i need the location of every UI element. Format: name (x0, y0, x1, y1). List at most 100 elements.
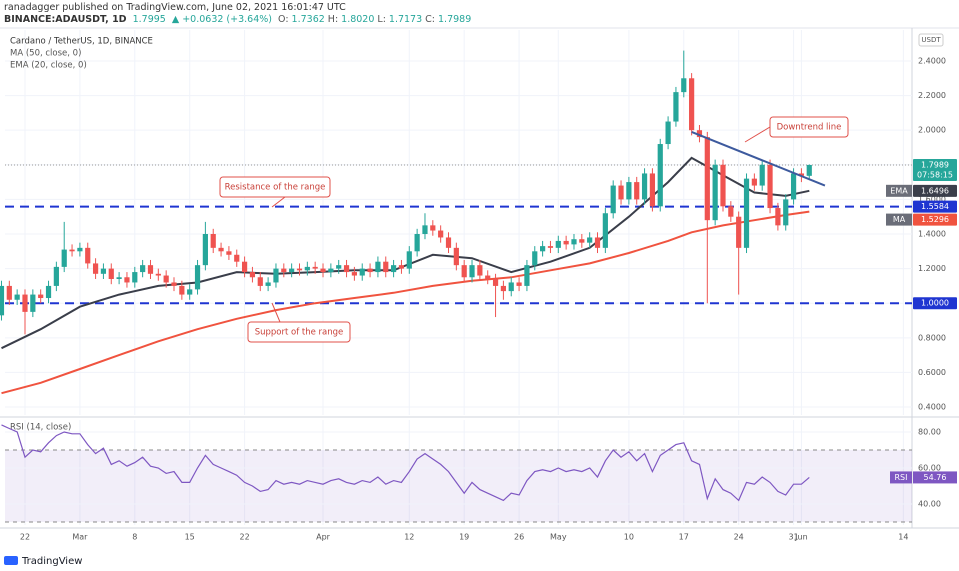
stat-value: 1.7362 (291, 14, 325, 25)
stat-value: 1.7989 (438, 14, 472, 25)
price-tag (913, 213, 957, 226)
price-tag (913, 184, 957, 197)
candle-body (500, 285, 506, 292)
x-tick-label: 15 (185, 533, 195, 542)
candle-body (492, 278, 499, 286)
candle-body (649, 173, 656, 207)
tag-prefix-bg (890, 471, 912, 484)
y-tick-label: 60.00 (918, 464, 941, 473)
candle-body (249, 272, 256, 278)
candle-body (155, 273, 161, 276)
candle-body (92, 263, 99, 274)
candle-body (673, 92, 679, 122)
candle-body (85, 247, 91, 264)
logo: TradingView (4, 556, 82, 567)
price-tag-label: 54.76 (924, 473, 947, 482)
candle-body (22, 294, 28, 312)
y-tick-label: 2.4000 (918, 56, 946, 65)
candle-body (257, 277, 263, 286)
candle-body (147, 265, 154, 274)
candle-body (641, 173, 648, 200)
candle-body (532, 251, 538, 266)
y-tick-label: 0.8000 (918, 333, 946, 342)
annotation: Downtrend line (777, 123, 842, 133)
candle-body (540, 246, 546, 252)
candle-body (281, 268, 287, 273)
x-tick-label: 26 (514, 533, 524, 542)
candle-body (798, 173, 805, 176)
tag-prefix: RSI (895, 473, 908, 482)
legend-entry: EMA (20, close, 0) (10, 61, 87, 71)
candle-body (422, 225, 428, 235)
price-tag (913, 158, 957, 181)
candle-body (132, 272, 138, 283)
price-tag (913, 471, 957, 484)
x-tick-label: 31 (788, 533, 798, 542)
y-tick-label: 1.4000 (918, 230, 946, 239)
y-tick-label: 2.2000 (918, 91, 946, 100)
candle-body (720, 164, 726, 207)
candle-body (6, 285, 12, 300)
candle-body (594, 237, 601, 248)
candle-body (108, 268, 114, 279)
candle-body (359, 268, 365, 276)
candle-body (367, 268, 373, 273)
candle-body (461, 265, 467, 278)
tag-prefix-bg (886, 213, 912, 226)
currency-box (918, 33, 944, 47)
brand: TradingView (21, 556, 82, 567)
x-tick-label: 17 (679, 533, 689, 542)
candle-body (430, 225, 436, 231)
candle-body (226, 251, 232, 255)
candle-body (0, 285, 5, 316)
candle-body (547, 246, 554, 248)
x-tick-label: 22 (20, 533, 30, 542)
price-tag-label: 1.7989 (921, 160, 949, 169)
legend-entry: MA (50, close, 0) (10, 49, 81, 59)
candle-body (218, 247, 224, 252)
candle-body (265, 282, 271, 286)
candle-body (163, 275, 169, 283)
x-tick-label: 24 (734, 533, 744, 542)
rsi-line (1, 424, 810, 502)
candle-body (414, 234, 420, 252)
candle-body (555, 240, 561, 248)
tag-prefix: MA (893, 215, 906, 224)
price-tag-label: 1.0000 (921, 299, 949, 308)
candle-body (171, 282, 177, 286)
annotation-pointer (271, 196, 286, 208)
candle-body (516, 282, 522, 286)
x-tick-label: Mar (72, 533, 88, 542)
candle-body (508, 282, 514, 292)
stat-value: 1.8020 (341, 14, 375, 25)
annotation-box (247, 321, 351, 343)
candle-body (579, 239, 585, 243)
candle-body (140, 265, 146, 273)
candle-body (477, 265, 483, 276)
x-tick-label: 8 (132, 533, 137, 542)
price-tag-label: 1.5296 (921, 215, 949, 224)
y-tick-label: 0.4000 (918, 403, 946, 412)
candle-body (336, 265, 342, 269)
candle-body (375, 261, 381, 273)
annotation-pointer (271, 302, 281, 323)
y-tick-label: 2.0000 (918, 126, 946, 135)
candle-body (241, 261, 248, 273)
price-tag-label: 1.6496 (921, 186, 949, 195)
countdown: 07:58:15 (917, 170, 953, 179)
price-change: ▲ +0.0632 (+3.64%) (171, 14, 272, 25)
candle-body (571, 239, 577, 245)
legend-title: RSI (14, close) (10, 423, 71, 433)
candle-body (194, 265, 201, 290)
annotation-pointer (744, 126, 771, 143)
candle-body (398, 265, 405, 269)
price-tag-label: 1.5584 (921, 202, 949, 211)
ma-line (1, 210, 810, 395)
annotation-box (769, 116, 849, 138)
candle-body (728, 206, 734, 217)
candle-body (296, 268, 303, 271)
candle-body (634, 182, 640, 200)
candle-body (681, 78, 687, 93)
candle-body (116, 277, 122, 279)
annotation: Support of the range (255, 328, 344, 338)
